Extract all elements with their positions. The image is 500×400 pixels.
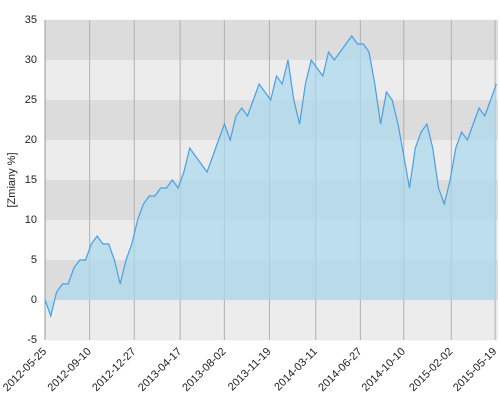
grid-band xyxy=(45,20,498,60)
y-tick-label: -5 xyxy=(27,334,37,346)
y-tick-label: 0 xyxy=(31,294,37,306)
y-axis-label: [Zmiany %] xyxy=(6,152,18,207)
y-tick-label: 25 xyxy=(25,94,37,106)
x-tick-label: 2013-04-17 xyxy=(136,346,184,394)
x-tick-label: 2012-05-25 xyxy=(1,346,49,394)
y-tick-label: 30 xyxy=(25,54,37,66)
x-tick-label: 2012-12-27 xyxy=(90,346,138,394)
x-tick-label: 2013-11-19 xyxy=(226,346,274,394)
y-tick-label: 10 xyxy=(25,214,37,226)
x-tick-label: 2015-02-02 xyxy=(407,346,455,394)
y-tick-label: 20 xyxy=(25,134,37,146)
y-tick-label: 15 xyxy=(25,174,37,186)
y-tick-label: 35 xyxy=(25,14,37,26)
area xyxy=(45,36,497,316)
line xyxy=(44,34,497,319)
grid-band xyxy=(45,60,498,100)
x-tick-label: 2014-10-10 xyxy=(360,346,408,394)
y-tick-label: 5 xyxy=(31,254,37,266)
x-tick-label: 2014-03-11 xyxy=(272,346,320,394)
x-tick-label: 2015-05-19 xyxy=(451,346,499,394)
x-tick-label: 2012-09-10 xyxy=(46,346,94,394)
x-tick-label: 2014-06-27 xyxy=(316,346,364,394)
grid-band xyxy=(45,300,498,340)
x-tick-label: 2013-08-02 xyxy=(180,346,228,394)
